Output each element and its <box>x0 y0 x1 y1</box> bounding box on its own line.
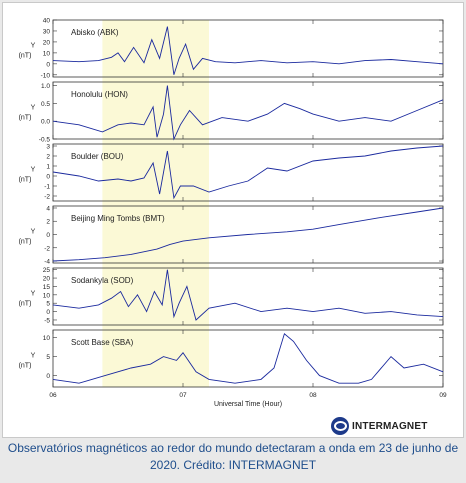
y-tick-label: 2 <box>46 219 50 226</box>
y-tick-label: 1.0 <box>41 83 50 90</box>
y-axis-label: Y <box>31 167 36 174</box>
series-line <box>52 145 444 200</box>
y-tick-label: 0 <box>46 373 50 380</box>
y-tick-label: 10 <box>43 50 51 57</box>
y-tick-label: 0 <box>46 174 50 181</box>
y-tick-label: 0 <box>46 309 50 316</box>
figure-panel: 40 30 20 10 0 -10 Y (nT) Abisko (ABK) 1.0 0.5 0.0 -0… <box>2 2 464 438</box>
series-line <box>52 207 444 262</box>
y-tick-label: -2 <box>44 245 50 252</box>
station-label: Scott Base (SBA) <box>71 338 134 347</box>
y-tick-label: -4 <box>44 259 50 266</box>
x-tick-label: 06 <box>49 392 57 399</box>
y-tick-label: 15 <box>43 284 51 291</box>
panel-frame <box>52 81 444 140</box>
y-tick-label: 4 <box>46 205 50 212</box>
y-axis-label: Y <box>31 43 36 50</box>
figure-caption: Observatórios magnéticos ao redor do mun… <box>7 441 459 472</box>
y-tick-label: 30 <box>43 28 51 35</box>
y-tick-label: 10 <box>43 335 51 342</box>
panel-frame <box>52 267 444 326</box>
x-tick-label: 08 <box>309 392 317 399</box>
y-axis-unit: (nT) <box>19 177 32 184</box>
y-axis-unit: (nT) <box>19 239 32 246</box>
intermagnet-logo: INTERMAGNET <box>331 417 428 435</box>
y-tick-label: -5 <box>44 317 50 324</box>
y-tick-label: 20 <box>43 276 51 283</box>
y-tick-label: 0.0 <box>41 119 50 126</box>
y-tick-label: 40 <box>43 18 51 25</box>
y-axis-unit: (nT) <box>19 301 32 308</box>
y-axis-label: Y <box>31 229 36 236</box>
station-label: Boulder (BOU) <box>71 152 124 161</box>
y-tick-label: 10 <box>43 292 51 299</box>
y-tick-label: -1 <box>44 184 50 191</box>
y-tick-label: -10 <box>41 72 51 79</box>
y-tick-label: -2 <box>44 194 50 201</box>
y-tick-label: 5 <box>46 301 50 308</box>
panel-frame <box>52 143 444 202</box>
y-tick-label: 20 <box>43 39 51 46</box>
highlight-band <box>102 20 209 387</box>
y-tick-label: 0 <box>46 232 50 239</box>
x-tick-label: 07 <box>179 392 187 399</box>
series-line <box>52 269 444 321</box>
y-axis-unit: (nT) <box>19 363 32 370</box>
series-line <box>52 85 444 141</box>
series-line <box>52 333 444 384</box>
y-axis-label: Y <box>31 353 36 360</box>
y-tick-label: 1 <box>46 164 50 171</box>
station-label: Honolulu (HON) <box>71 90 128 99</box>
y-tick-label: 3 <box>46 144 50 151</box>
x-tick-label: 09 <box>439 392 447 399</box>
station-label: Abisko (ABK) <box>71 28 119 37</box>
x-axis-label: Universal Time (Hour) <box>214 401 282 408</box>
station-label: Sodankyla (SOD) <box>71 276 134 285</box>
series-line <box>52 26 444 75</box>
y-tick-label: 2 <box>46 154 50 161</box>
y-axis-unit: (nT) <box>19 53 32 60</box>
y-tick-label: 25 <box>43 267 51 274</box>
y-tick-label: 0.5 <box>41 101 50 108</box>
y-axis-unit: (nT) <box>19 115 32 122</box>
logo-wordmark: INTERMAGNET <box>352 420 428 432</box>
panel-frame <box>52 329 444 388</box>
y-tick-label: 0 <box>46 61 50 68</box>
y-axis-label: Y <box>31 105 36 112</box>
panel-frame <box>52 19 444 78</box>
y-axis-label: Y <box>31 291 36 298</box>
intermagnet-logo-icon <box>331 417 349 435</box>
y-tick-label: 5 <box>46 354 50 361</box>
y-tick-label: -0.5 <box>39 137 51 144</box>
station-label: Beijing Ming Tombs (BMT) <box>71 214 165 223</box>
